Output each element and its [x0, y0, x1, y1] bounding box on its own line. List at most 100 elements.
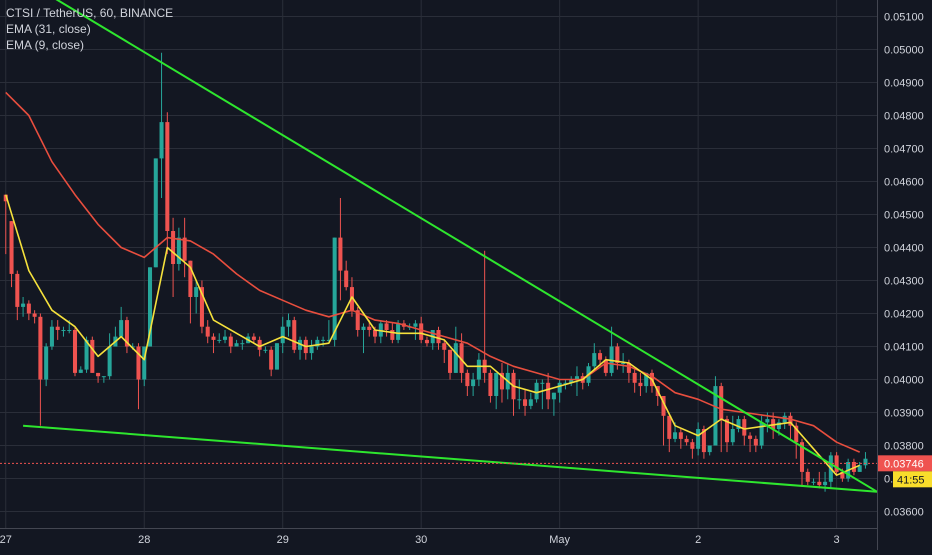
legend: CTSI / TetherUS, 60, BINANCE EMA (31, cl… — [6, 5, 173, 53]
candle-body — [72, 330, 78, 373]
candle-body — [661, 396, 666, 416]
candle-body — [3, 194, 8, 202]
candle-body — [742, 419, 747, 436]
candle-body — [799, 442, 805, 472]
candle-body — [638, 382, 643, 387]
candle-body — [38, 316, 43, 380]
candle-body — [713, 386, 718, 446]
y-tick-label: 0.04500 — [884, 210, 924, 222]
candle-body — [667, 415, 672, 439]
x-tick-label: 27 — [0, 534, 12, 546]
candle-body — [355, 310, 360, 330]
candle-body — [315, 339, 320, 347]
candle-body — [540, 382, 545, 384]
countdown-label: 41:55 — [897, 474, 925, 486]
candle-body — [615, 346, 620, 363]
candle-body — [274, 343, 279, 370]
candle-body — [44, 346, 49, 380]
candle-body — [626, 363, 631, 373]
candle-body — [384, 323, 389, 330]
candle-body — [321, 339, 326, 341]
candle-body — [759, 422, 764, 446]
candle-body — [701, 429, 706, 453]
candle-body — [90, 339, 95, 373]
candle-body — [153, 158, 158, 268]
candle-body — [419, 323, 424, 340]
candle-body — [621, 363, 626, 364]
candle-body — [15, 273, 20, 307]
candle-body — [188, 260, 193, 297]
candle-body — [251, 336, 256, 340]
candle-body — [748, 435, 753, 439]
candle-body — [771, 419, 776, 429]
candle-body — [765, 419, 770, 423]
candle-body — [546, 382, 551, 400]
candle-body — [857, 465, 862, 472]
candle-body — [309, 346, 314, 354]
candle-body — [494, 372, 499, 396]
candle-body — [719, 386, 724, 420]
candle-body — [147, 267, 153, 347]
candle-body — [78, 369, 83, 373]
candle-body — [471, 379, 476, 387]
candle-body — [817, 481, 822, 486]
candle-body — [326, 339, 331, 341]
y-tick-label: 0.04800 — [884, 111, 924, 123]
x-tick-label: 30 — [415, 534, 427, 546]
y-tick-label: 0.04000 — [884, 375, 924, 387]
candle-body — [9, 221, 14, 274]
candle-body — [534, 382, 539, 400]
candle-body — [788, 415, 793, 426]
candle-body — [592, 353, 597, 367]
ema31-legend: EMA (31, close) — [6, 22, 91, 36]
candle-body — [609, 346, 614, 373]
candle-body — [136, 346, 141, 380]
candle-body — [176, 237, 181, 264]
candle-body — [644, 372, 649, 387]
y-tick-label: 0.04900 — [884, 78, 924, 90]
candle-body — [234, 343, 239, 347]
candle-body — [217, 339, 222, 341]
x-tick-label: 3 — [834, 534, 840, 546]
candle-body — [223, 336, 228, 340]
candle-body — [523, 399, 528, 406]
x-tick-label: May — [549, 534, 570, 546]
candle-body — [257, 339, 262, 350]
candle-body — [61, 330, 66, 331]
ema9-legend: EMA (9, close) — [6, 38, 85, 52]
candle-body — [240, 343, 245, 345]
candle-body — [678, 432, 683, 439]
candle-body — [442, 343, 447, 350]
candle-body — [228, 336, 233, 347]
candle-body — [736, 419, 741, 429]
candle-body — [367, 326, 372, 330]
candle-body — [84, 339, 89, 370]
countdown-tag — [893, 471, 932, 488]
candle-body — [26, 303, 31, 314]
candle-body — [101, 376, 106, 378]
candle-body — [840, 471, 845, 479]
candle-body — [569, 379, 574, 383]
candle-body — [517, 399, 522, 401]
candle-body — [551, 392, 556, 400]
ema9-line — [5, 194, 861, 477]
candle-body — [55, 326, 60, 330]
candle-body — [424, 339, 429, 344]
y-tick-label: 0.03800 — [884, 441, 924, 453]
candle-body — [436, 330, 441, 344]
candle-body — [488, 372, 493, 396]
candle-body — [107, 346, 112, 377]
candle-body — [863, 458, 868, 466]
trendline — [23, 424, 878, 493]
candle-body — [528, 399, 533, 406]
candle-body — [707, 445, 712, 453]
y-tick-label: 0.04200 — [884, 309, 924, 321]
candle-body — [142, 346, 147, 380]
candle-body — [182, 237, 187, 261]
candle-body — [396, 323, 401, 340]
last-price-label: 0.03746 — [884, 458, 924, 470]
